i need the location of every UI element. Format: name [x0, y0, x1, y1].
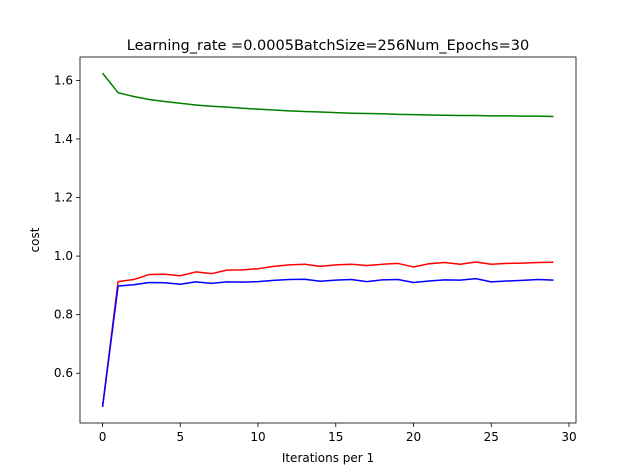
series-line-blue [101, 277, 554, 407]
y-tick-label: 1.4 [54, 132, 73, 146]
y-tick-label: 1.6 [54, 73, 73, 87]
x-tick-label: 5 [176, 430, 184, 444]
x-tick-label: 30 [561, 430, 576, 444]
y-axis-title: cost [28, 227, 42, 252]
y-tick-label: 1.2 [54, 191, 73, 205]
x-tick-label: 15 [328, 430, 343, 444]
x-axis-title: Iterations per 1 [282, 451, 374, 465]
x-tick-label: 25 [484, 430, 499, 444]
series-layer [101, 72, 554, 407]
y-tick-label: 0.8 [54, 308, 73, 322]
x-axis: 0 5 10 15 20 25 30 [99, 423, 577, 444]
series-line-red [101, 261, 554, 407]
y-tick-label: 0.6 [54, 366, 73, 380]
x-tick-label: 20 [406, 430, 421, 444]
series-line-green [101, 72, 554, 118]
plot-area [79, 56, 577, 424]
y-tick-label: 1.0 [54, 249, 73, 263]
plot-frame [79, 56, 577, 424]
chart-title: Learning_rate =0.0005BatchSize=256Num_Ep… [127, 38, 529, 54]
x-tick-label: 0 [99, 430, 107, 444]
y-axis: 0.6 0.8 1.0 1.2 1.4 1.6 [54, 73, 80, 380]
x-tick-label: 10 [250, 430, 265, 444]
